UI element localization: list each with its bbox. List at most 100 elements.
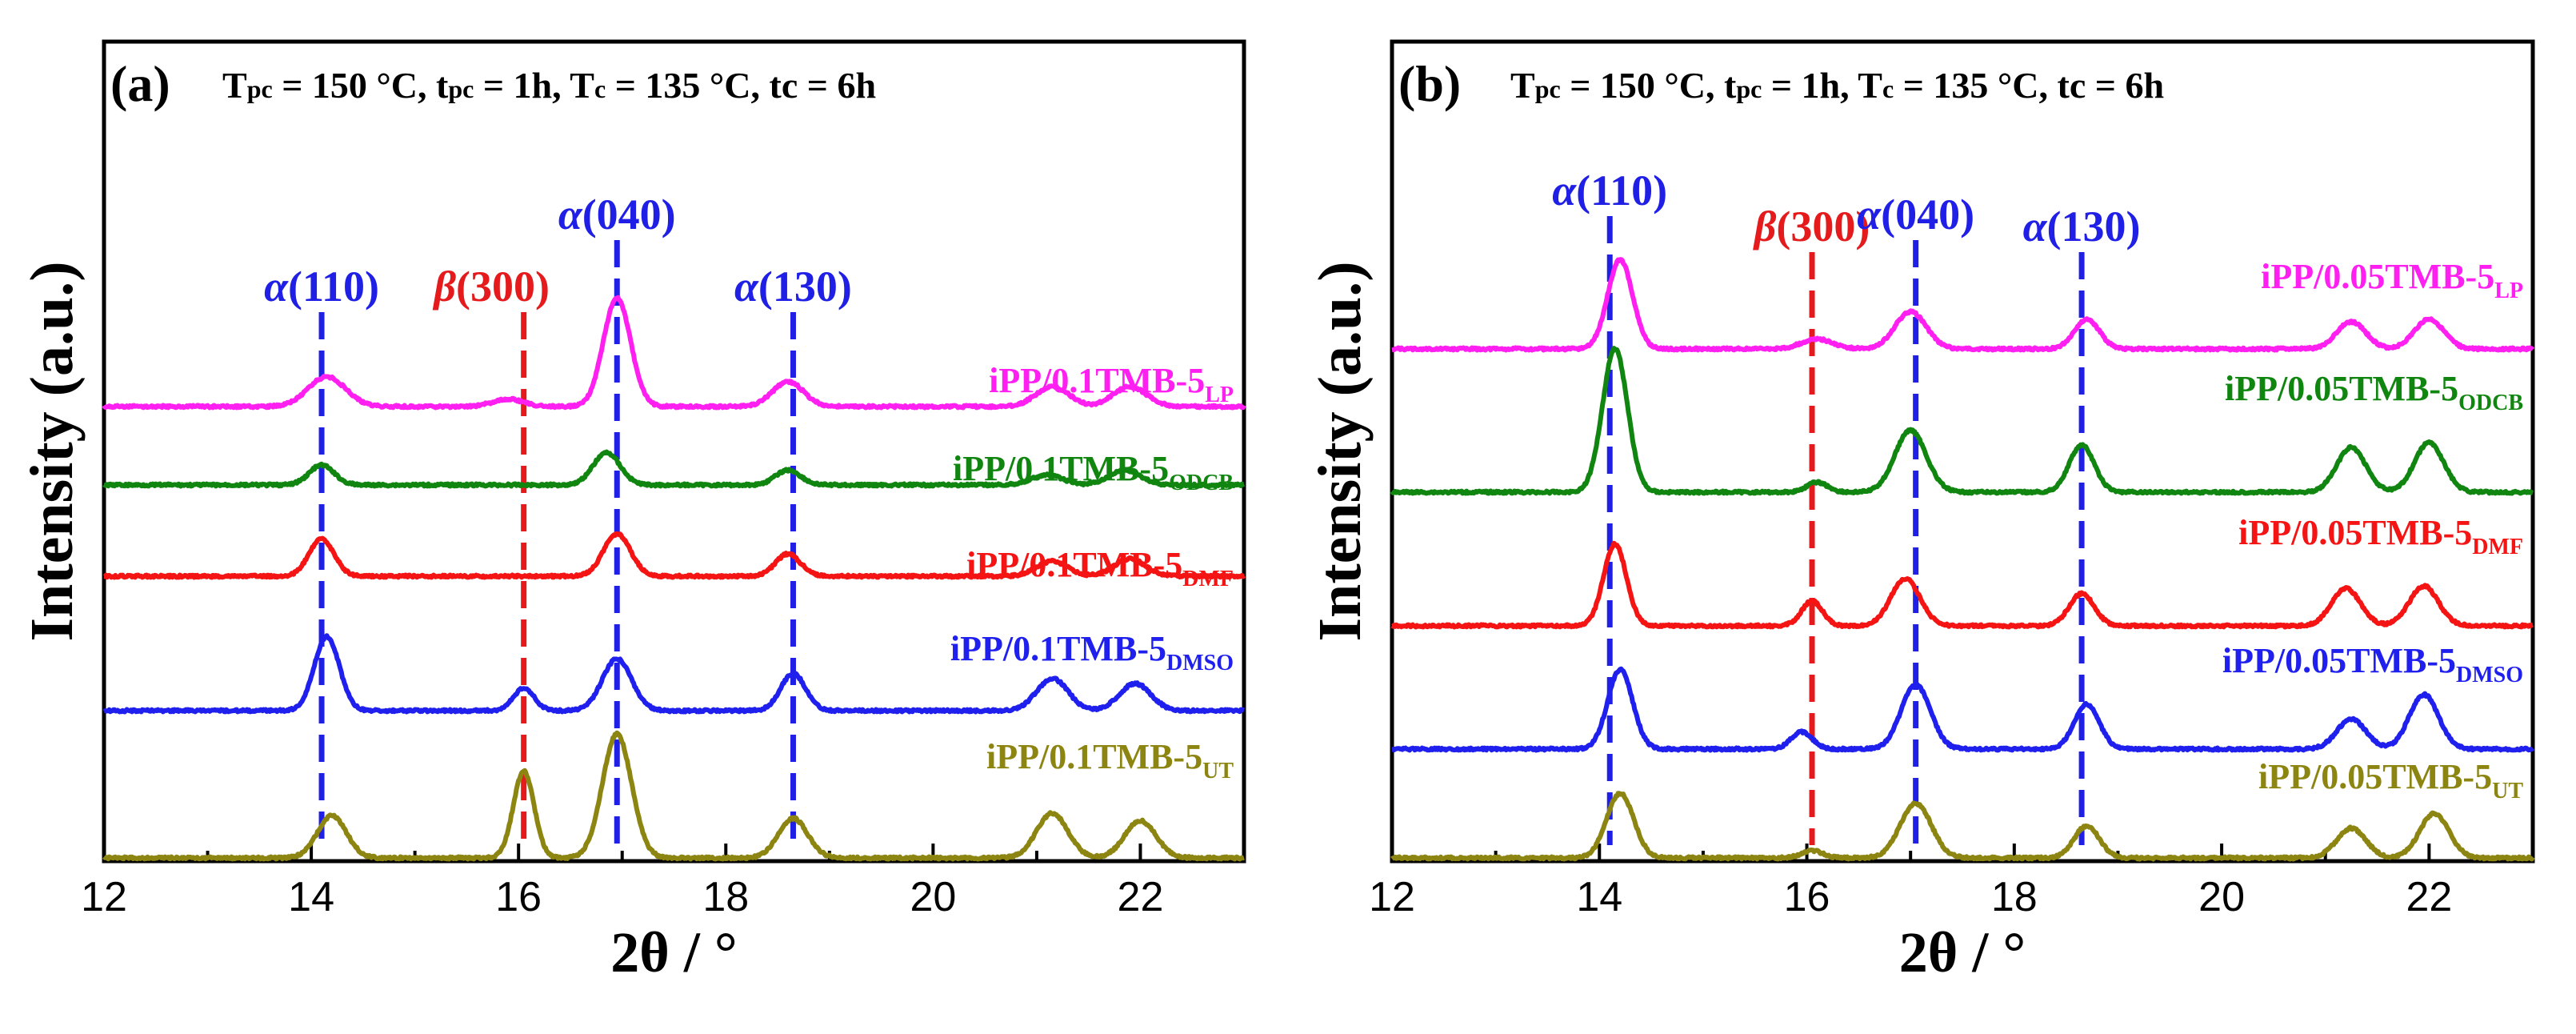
x-tick-label: 16 [1784, 874, 1830, 920]
peak-marker-label: α(130) [734, 263, 852, 311]
peak-hkl: (040) [1881, 190, 1974, 238]
series-label-subscript: ODCB [2458, 391, 2523, 415]
series-label-name: iPP/0.1TMB-5 [989, 361, 1205, 400]
series-label-name: iPP/0.1TMB-5 [966, 545, 1182, 584]
x-tick-label: 14 [1576, 874, 1622, 920]
series-line [1390, 791, 2535, 862]
series-label-subscript: ODCB [1169, 471, 1234, 495]
peak-greek: α [2023, 202, 2048, 250]
cond-part: T [222, 65, 247, 106]
series-label-subscript: UT [2492, 779, 2523, 804]
peak-greek: α [558, 190, 583, 238]
peak-hkl: (110) [1576, 166, 1667, 214]
conditions-text: Tpc = 150 °C, tpc = 1h, Tc = 135 °C, tc … [222, 65, 876, 106]
series-line [1390, 666, 2535, 753]
y-axis-label: Intensity (a.u.) [1306, 261, 1374, 641]
cond-subscript: c [594, 74, 606, 103]
peak-greek: α [1857, 190, 1882, 238]
cond-part: = 135 °C, tc = 6h [1894, 65, 2164, 106]
series-line [1390, 540, 2534, 630]
series-label-subscript: DMF [2472, 535, 2523, 559]
x-tick-label: 22 [1118, 874, 1164, 920]
peak-greek: β [1753, 202, 1777, 250]
peak-hkl: (300) [1776, 202, 1870, 250]
x-tick-label: 12 [1369, 874, 1415, 920]
series-label: iPP/0.05TMB-5DMF [2238, 513, 2523, 559]
cond-subscript: pc [1535, 74, 1561, 103]
series-line [102, 449, 1246, 489]
peak-marker-label: β(300) [1753, 202, 1870, 250]
series-label: iPP/0.1TMB-5ODCB [953, 449, 1234, 495]
panel-label: (a) [110, 55, 170, 112]
series-label-name: iPP/0.1TMB-5 [986, 737, 1202, 776]
series-line [102, 633, 1246, 715]
peak-greek: α [734, 263, 759, 311]
series-label-name: iPP/0.1TMB-5 [953, 449, 1169, 488]
series-line [1390, 257, 2535, 353]
series-label: iPP/0.1TMB-5LP [989, 361, 1234, 407]
series-label: iPP/0.1TMB-5DMF [966, 545, 1234, 591]
series-label: iPP/0.05TMB-5DMSO [2222, 641, 2523, 687]
cond-subscript: pc [448, 74, 474, 103]
x-tick-label: 22 [2406, 874, 2452, 920]
series-label-subscript: DMSO [2456, 663, 2523, 687]
cond-part: T [1510, 65, 1535, 106]
peak-hkl: (300) [456, 263, 550, 311]
peak-greek: α [1552, 166, 1577, 214]
peak-hkl: (040) [582, 190, 676, 238]
series-label: iPP/0.1TMB-5DMSO [950, 629, 1234, 675]
series-label-subscript: DMF [1182, 567, 1234, 591]
series-label-subscript: LP [1205, 383, 1234, 407]
y-axis-label: Intensity (a.u.) [18, 261, 86, 641]
panel-label: (b) [1398, 55, 1461, 112]
series-label-subscript: LP [2494, 279, 2523, 303]
x-tick-label: 18 [702, 874, 749, 920]
series-line [1390, 346, 2534, 496]
x-axis-label: 2θ / ° [610, 920, 737, 984]
panel-a: 12 14 16 18 20 22 2θ / ° Intensity (a.u.) (a) Tpc… [18, 39, 1246, 984]
cond-part: = 1h, T [1762, 65, 1882, 106]
series-label: iPP/0.05TMB-5UT [2258, 757, 2523, 804]
peak-marker-label: α(110) [264, 263, 379, 311]
x-axis-label: 2θ / ° [1899, 920, 2026, 984]
series-label-name: iPP/0.05TMB-5 [2222, 641, 2456, 680]
cond-subscript: c [1882, 74, 1894, 103]
peak-marker-label: α(110) [1552, 166, 1667, 214]
plot-frame [1390, 39, 2535, 864]
plot-frame [102, 39, 1246, 864]
peak-marker-label: α(130) [2023, 202, 2141, 250]
x-tick-label: 18 [1991, 874, 2038, 920]
cond-part: = 135 °C, tc = 6h [606, 65, 876, 106]
cond-subscript: pc [247, 74, 273, 103]
x-tick-label: 16 [495, 874, 542, 920]
series-line [102, 295, 1246, 411]
series-label-name: iPP/0.05TMB-5 [2261, 257, 2494, 296]
peak-marker-label: β(300) [432, 263, 550, 311]
cond-part: = 150 °C, t [273, 65, 449, 106]
panel-b: 12 14 16 18 20 22 2θ / ° Intensity (a.u.) (b) Tpc… [1306, 39, 2535, 984]
series-label-name: iPP/0.05TMB-5 [2225, 369, 2458, 408]
series-label: iPP/0.05TMB-5ODCB [2225, 369, 2523, 415]
series-label-subscript: UT [1202, 759, 1234, 784]
conditions-text: Tpc = 150 °C, tpc = 1h, Tc = 135 °C, tc … [1510, 65, 2164, 106]
cond-subscript: pc [1736, 74, 1762, 103]
x-tick-label: 20 [2198, 874, 2245, 920]
x-tick-label: 20 [910, 874, 956, 920]
peak-marker-label: α(040) [558, 190, 676, 238]
series-label-name: iPP/0.05TMB-5 [2238, 513, 2472, 552]
series-label-subscript: DMSO [1166, 651, 1234, 675]
series-label-name: iPP/0.1TMB-5 [950, 629, 1166, 668]
peak-greek: β [432, 263, 456, 311]
peak-hkl: (110) [288, 263, 379, 311]
peak-hkl: (130) [2047, 202, 2141, 250]
peak-marker-label: α(040) [1857, 190, 1974, 238]
series-label-name: iPP/0.05TMB-5 [2258, 757, 2492, 796]
series-line [102, 730, 1246, 862]
series-line [102, 531, 1246, 580]
cond-part: = 1h, T [474, 65, 594, 106]
series-label: iPP/0.1TMB-5UT [986, 737, 1234, 784]
x-tick-label: 12 [81, 874, 127, 920]
peak-hkl: (130) [758, 263, 852, 311]
cond-part: = 150 °C, t [1561, 65, 1737, 106]
